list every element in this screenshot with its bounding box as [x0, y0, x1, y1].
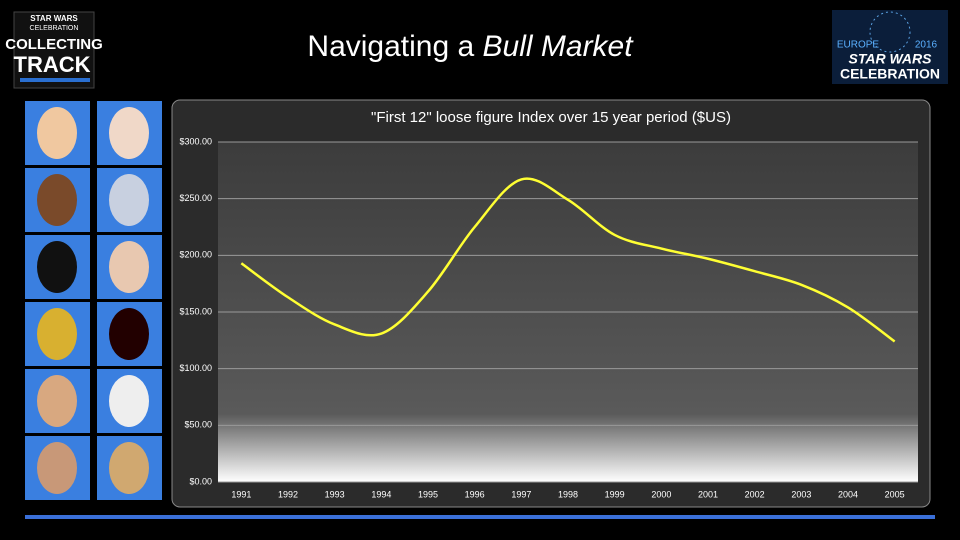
- y-tick-label: $150.00: [179, 306, 212, 316]
- portrait-figure: [109, 375, 149, 427]
- logo-box: [832, 10, 948, 84]
- logo-text: COLLECTING: [5, 36, 103, 53]
- y-tick-label: $300.00: [179, 136, 212, 146]
- portraits: [25, 101, 162, 500]
- logo-text: CELEBRATION: [30, 25, 79, 32]
- portrait-figure: [109, 107, 149, 159]
- title-text: Navigating a: [307, 30, 474, 63]
- y-tick-label: $250.00: [179, 193, 212, 203]
- logo-box: [13, 11, 95, 89]
- portrait-figure: [109, 174, 149, 226]
- x-tick-label: 2002: [745, 489, 765, 499]
- x-tick-label: 2001: [698, 489, 718, 499]
- data-line: [240, 177, 896, 343]
- portrait-figure: [109, 241, 149, 293]
- x-tick-label: 2005: [885, 489, 905, 499]
- logo-text: STAR WARS: [30, 14, 78, 23]
- logo-burst: [869, 11, 911, 53]
- portrait-figure: [37, 174, 77, 226]
- x-tick-label: 2003: [791, 489, 811, 499]
- x-tick-label: 1997: [511, 489, 531, 499]
- portrait-figure: [37, 442, 77, 494]
- logo-text: 2016: [915, 40, 938, 51]
- x-tick-label: 1996: [465, 489, 485, 499]
- x-tick-label: 1991: [231, 489, 251, 499]
- portrait-figure: [37, 375, 77, 427]
- y-tick-label: $0.00: [189, 476, 212, 486]
- y-tick-label: $50.00: [184, 420, 212, 430]
- chart-title: "First 12" loose figure Index over 15 ye…: [371, 109, 731, 126]
- portrait-figure: [37, 107, 77, 159]
- logo-text: STAR WARS: [849, 51, 933, 67]
- slide-title: Navigating a Bull Market: [307, 30, 634, 63]
- x-tick-label: 1999: [605, 489, 625, 499]
- x-tick-label: 1992: [278, 489, 298, 499]
- portrait-figure: [109, 308, 149, 360]
- right-logo: EUROPE 2016 STAR WARS CELEBRATION: [832, 10, 948, 84]
- title-italic: Bull Market: [483, 30, 635, 63]
- x-tick-label: 1993: [325, 489, 345, 499]
- portrait-figure: [37, 241, 77, 293]
- logo-bar: [20, 78, 90, 82]
- logo-text: TRACK: [14, 52, 91, 77]
- logo-text: CELEBRATION: [840, 66, 940, 82]
- portrait-figure: [37, 308, 77, 360]
- x-tick-label: 1998: [558, 489, 578, 499]
- footer-bar: [25, 515, 935, 519]
- x-tick-label: 2004: [838, 489, 858, 499]
- x-tick-label: 1995: [418, 489, 438, 499]
- y-tick-label: $200.00: [179, 250, 212, 260]
- portrait-figure: [109, 442, 149, 494]
- y-tick-label: $100.00: [179, 363, 212, 373]
- chart: $0.00 $50.00 $100.00 $150.00 $200.00 $250.00 $…: [179, 136, 918, 499]
- logo-text: EUROPE: [837, 40, 880, 51]
- left-logo: STAR WARS CELEBRATION COLLECTING TRACK: [5, 11, 103, 89]
- x-tick-label: 2000: [651, 489, 671, 499]
- x-tick-label: 1994: [371, 489, 391, 499]
